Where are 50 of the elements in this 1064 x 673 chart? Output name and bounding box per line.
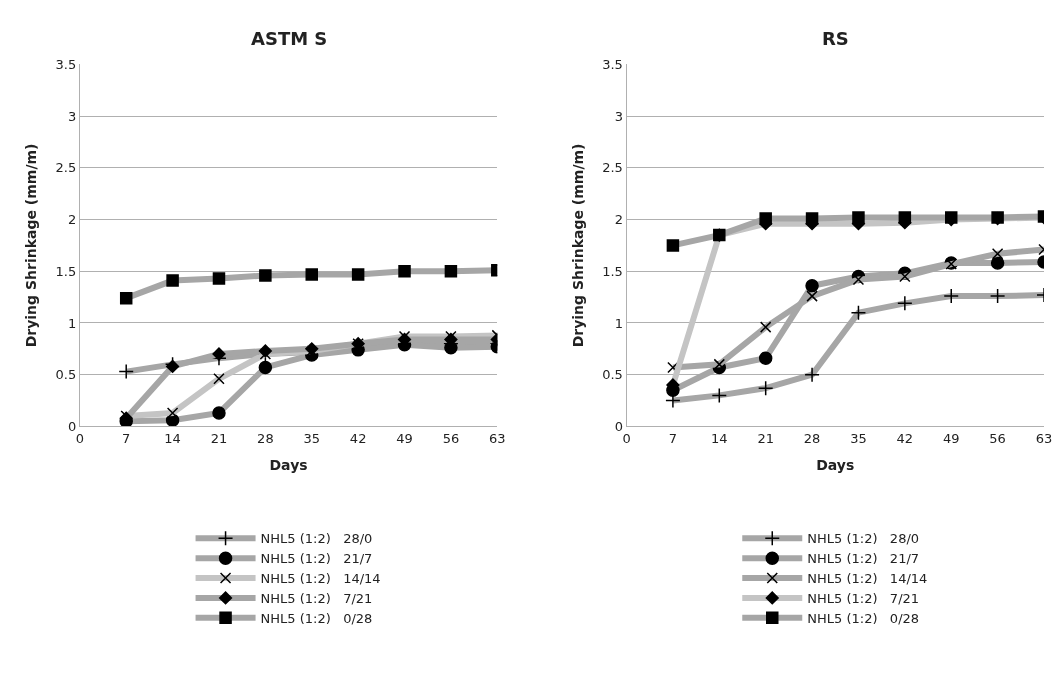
x-tick-label: 42 — [896, 431, 914, 446]
legend-label: NHL5 (1:2) 21/7 — [260, 551, 373, 567]
legend-label: NHL5 (1:2) 7/21 — [807, 591, 920, 607]
y-tick-label: 1.5 — [602, 263, 623, 279]
legend-label: NHL5 (1:2) 0/28 — [807, 610, 920, 626]
x-tick-label: 14 — [711, 431, 728, 446]
y-tick-label: 2 — [614, 212, 623, 228]
x-tick-label: 35 — [850, 431, 867, 446]
x-tick-label: 7 — [668, 431, 678, 446]
y-tick-label: 0.5 — [602, 367, 623, 383]
legend-label: NHL5 (1:2) 28/0 — [260, 531, 373, 547]
legend-label: NHL5 (1:2) 21/7 — [807, 551, 920, 567]
y-tick-label: 3.5 — [602, 57, 623, 72]
x-tick-label: 21 — [757, 431, 774, 446]
x-tick-label: 42 — [349, 431, 367, 446]
y-tick-label: 3 — [614, 108, 623, 124]
chart-title: ASTM S — [251, 28, 328, 49]
legend-label: NHL5 (1:2) 28/0 — [807, 531, 920, 547]
y-tick-label: 0.5 — [55, 367, 77, 383]
y-tick-label: 2.5 — [602, 160, 623, 176]
legend-label: NHL5 (1:2) 7/21 — [260, 591, 373, 607]
y-tick-label: 0 — [614, 418, 623, 434]
y-tick-label: 1 — [67, 315, 77, 331]
x-tick-label: 7 — [122, 431, 131, 446]
y-tick-label: 2.5 — [55, 160, 77, 176]
x-tick-label: 63 — [1035, 431, 1053, 446]
x-tick-label: 56 — [989, 431, 1006, 446]
x-tick-label: 35 — [303, 431, 321, 446]
y-tick-label: 0 — [67, 418, 77, 434]
x-tick-label: 21 — [210, 431, 228, 446]
x-axis-title: Days — [816, 457, 855, 474]
x-tick-label: 49 — [942, 431, 960, 446]
y-tick-label: 1 — [614, 315, 623, 331]
y-axis-title: Drying Shrinkage (mm/m) — [569, 143, 586, 348]
legend-label: NHL5 (1:2) 14/14 — [807, 571, 928, 587]
x-tick-label: 14 — [164, 431, 181, 446]
y-axis-title: Drying Shrinkage (mm/m) — [23, 143, 40, 348]
x-tick-label: 63 — [489, 431, 506, 446]
x-tick-label: 28 — [803, 431, 821, 446]
legend-label: NHL5 (1:2) 14/14 — [260, 571, 381, 587]
chart-title: RS — [822, 28, 849, 49]
y-tick-label: 2 — [67, 212, 77, 228]
x-tick-label: 49 — [396, 431, 413, 446]
y-tick-label: 3 — [67, 108, 77, 124]
y-tick-label: 1.5 — [55, 263, 77, 279]
legend-label: NHL5 (1:2) 0/28 — [260, 610, 373, 626]
x-tick-label: 56 — [442, 431, 460, 446]
x-axis-title: Days — [269, 457, 308, 474]
x-tick-label: 28 — [257, 431, 274, 446]
y-tick-label: 3.5 — [55, 57, 77, 72]
